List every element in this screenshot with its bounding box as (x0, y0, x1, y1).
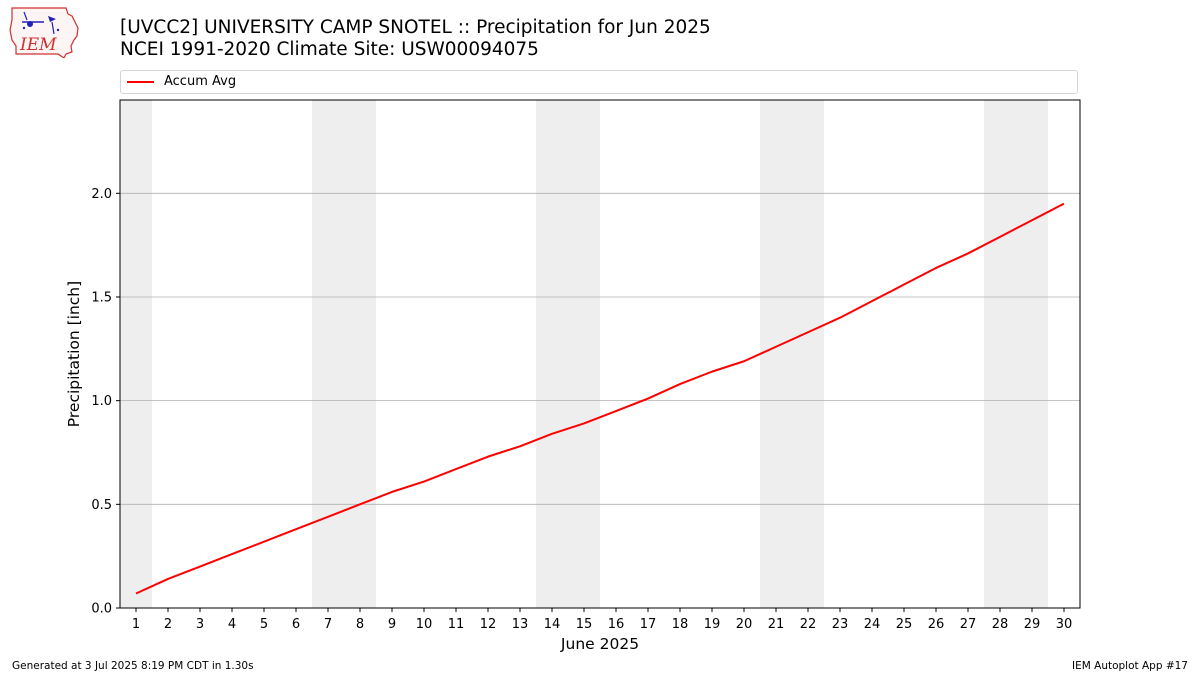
x-tick-label: 24 (864, 617, 881, 632)
logo-text: IEM (19, 35, 57, 55)
legend: Accum Avg (120, 70, 1078, 94)
x-tick-label: 23 (832, 617, 849, 632)
y-tick-label: 0.5 (91, 498, 112, 513)
weekend-shade (984, 100, 1016, 608)
weekend-shade (1016, 100, 1048, 608)
x-tick-label: 17 (640, 617, 657, 632)
x-tick-label: 4 (228, 617, 236, 632)
generated-timestamp: Generated at 3 Jul 2025 8:19 PM CDT in 1… (12, 660, 254, 672)
x-tick-label: 5 (260, 617, 268, 632)
x-tick-label: 27 (960, 617, 977, 632)
x-tick-label: 8 (356, 617, 364, 632)
x-tick-label: 25 (896, 617, 913, 632)
x-tick-label: 20 (736, 617, 753, 632)
x-tick-label: 11 (448, 617, 465, 632)
x-tick-label: 2 (164, 617, 172, 632)
x-tick-label: 28 (992, 617, 1009, 632)
y-axis-label: Precipitation [inch] (65, 281, 83, 427)
x-tick-label: 30 (1056, 617, 1073, 632)
weekend-shade (792, 100, 824, 608)
x-tick-label: 7 (324, 617, 332, 632)
weekend-shade (536, 100, 568, 608)
x-tick-label: 14 (544, 617, 561, 632)
series-line-accum-avg (135, 202, 1065, 595)
title-line-1: [UVCC2] UNIVERSITY CAMP SNOTEL :: Precip… (120, 17, 711, 38)
x-tick-label: 21 (768, 617, 785, 632)
x-tick-label: 26 (928, 617, 945, 632)
y-tick-label: 1.0 (91, 394, 112, 409)
weekend-shade (120, 100, 152, 608)
x-tick-label: 10 (416, 617, 433, 632)
y-tick-label: 1.5 (91, 290, 112, 305)
iem-logo: IEM (9, 7, 79, 58)
x-tick-label: 6 (292, 617, 300, 632)
weekend-shade (568, 100, 600, 608)
app-label: IEM Autoplot App #17 (1072, 660, 1188, 672)
x-tick-label: 13 (512, 617, 529, 632)
x-tick-label: 18 (672, 617, 689, 632)
x-tick-label: 16 (608, 617, 625, 632)
x-tick-label: 19 (704, 617, 721, 632)
title-line-2: NCEI 1991-2020 Climate Site: USW00094075 (120, 39, 539, 60)
plot-frame (119, 99, 1081, 609)
weekend-shade (760, 100, 792, 608)
legend-swatch (127, 81, 154, 83)
x-axis-label: June 2025 (560, 635, 639, 653)
y-tick-label: 0.0 (91, 602, 112, 617)
x-tick-label: 15 (576, 617, 593, 632)
legend-label: Accum Avg (164, 74, 237, 89)
x-tick-label: 1 (132, 617, 140, 632)
weekend-shade (312, 100, 344, 608)
x-tick-label: 22 (800, 617, 817, 632)
weekend-shade (344, 100, 376, 608)
y-tick-label: 2.0 (91, 187, 112, 202)
x-tick-label: 3 (196, 617, 204, 632)
x-tick-label: 12 (480, 617, 497, 632)
x-tick-label: 29 (1024, 617, 1041, 632)
x-tick-label: 9 (388, 617, 396, 632)
chart-title: [UVCC2] UNIVERSITY CAMP SNOTEL :: Precip… (120, 17, 711, 61)
